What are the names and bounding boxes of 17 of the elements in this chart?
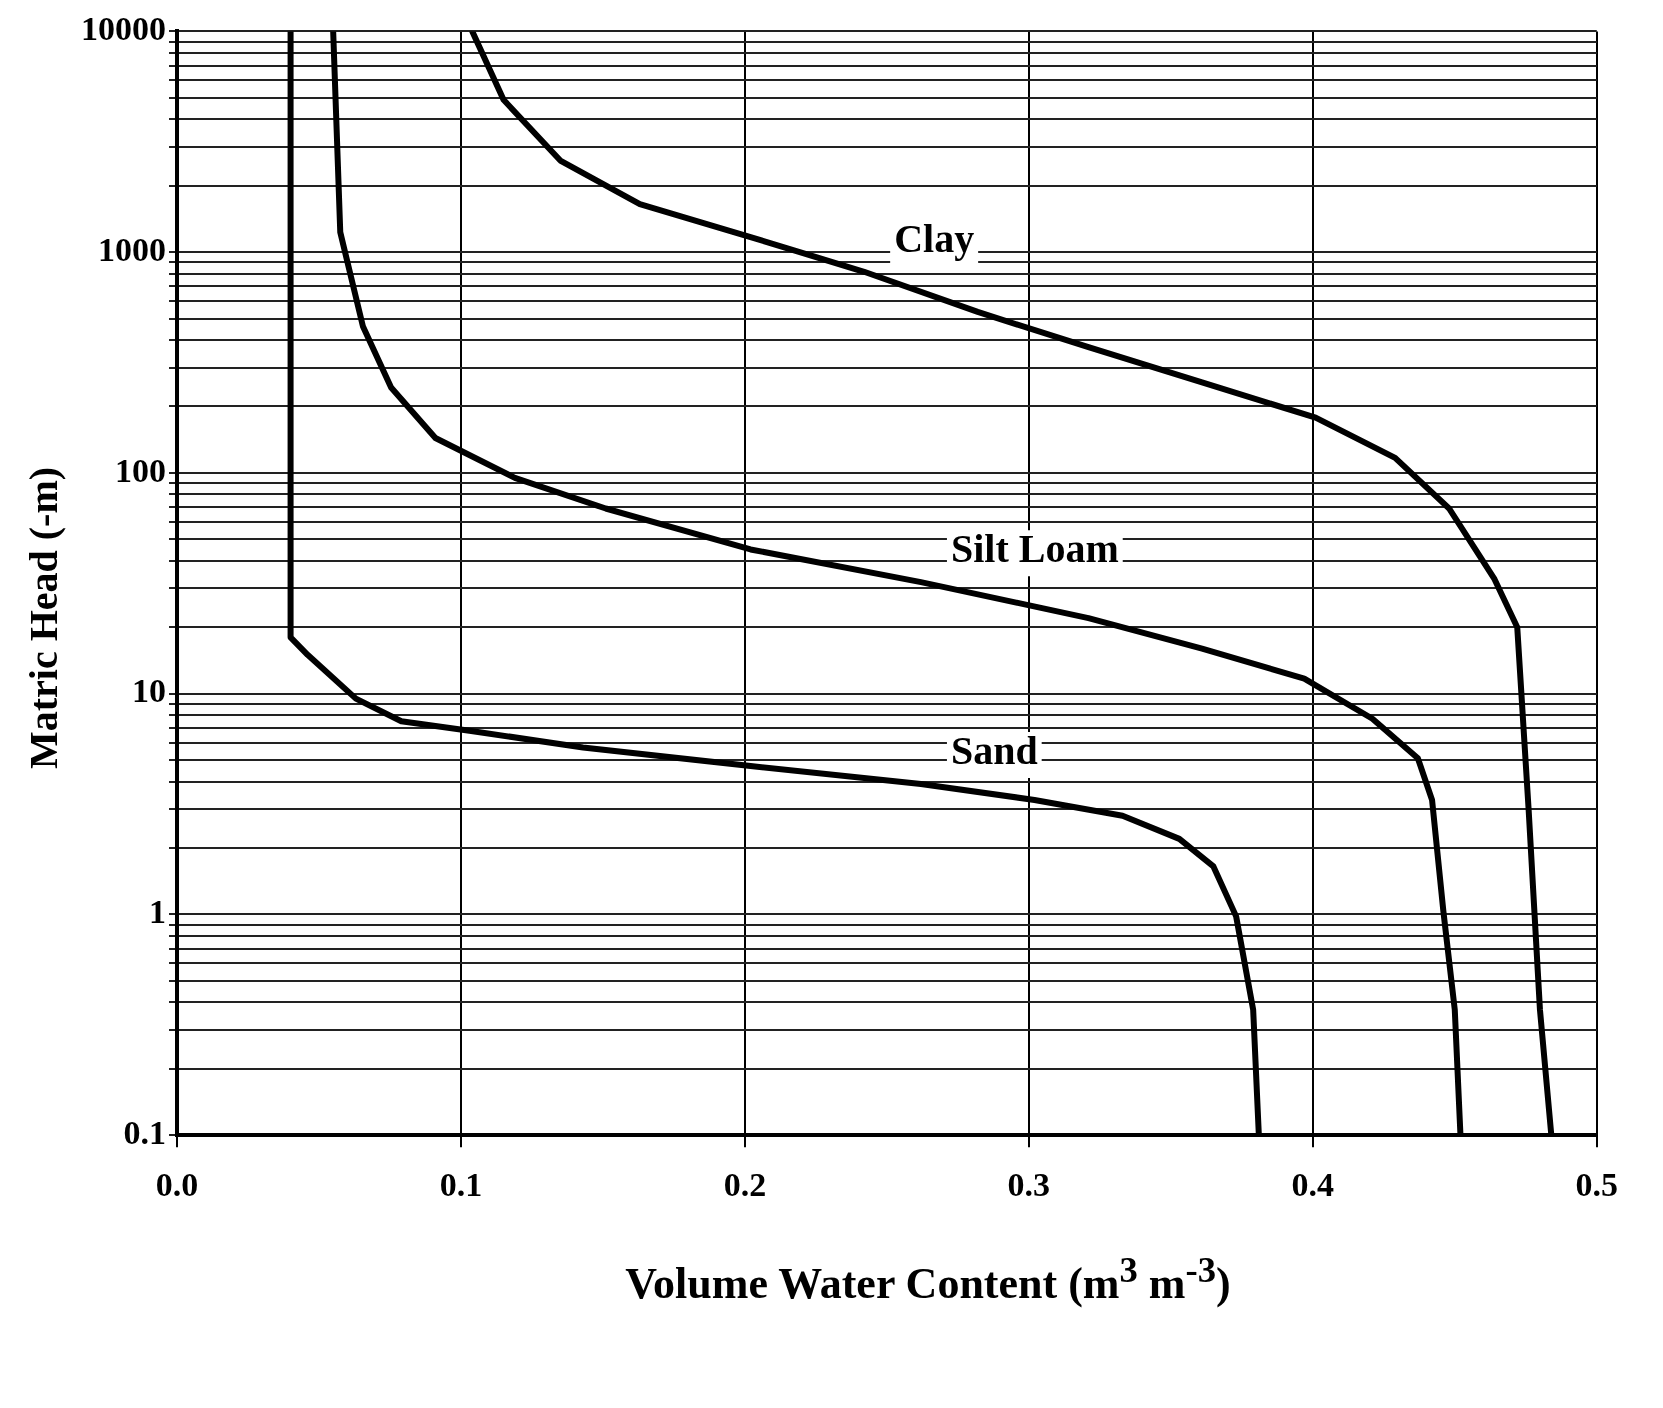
y-tick-label: 10	[132, 672, 166, 710]
y-tick-label: 1000	[98, 230, 166, 268]
x-axis-title: Volume Water Content (m$^{3}$ m$^{-3}$)	[624, 1248, 1232, 1309]
y-tick-label: 1	[149, 893, 166, 931]
x-tick-label: 0.1	[439, 1166, 483, 1204]
series-label: Silt Loam	[950, 526, 1119, 572]
series-label: Clay	[894, 216, 975, 262]
series-label: Sand	[950, 728, 1038, 774]
x-tick-label: 0.4	[1291, 1166, 1335, 1204]
x-tick-label: 0.0	[155, 1166, 199, 1204]
y-axis-title: Matric Head (-m)	[19, 466, 67, 770]
x-tick-label: 0.3	[1007, 1166, 1051, 1204]
y-tick-label: 0.1	[123, 1113, 166, 1151]
y-tick-label: 10000	[81, 10, 166, 48]
x-tick-label: 0.5	[1575, 1166, 1618, 1204]
y-tick-label: 100	[115, 451, 166, 489]
x-tick-label: 0.2	[723, 1166, 767, 1204]
